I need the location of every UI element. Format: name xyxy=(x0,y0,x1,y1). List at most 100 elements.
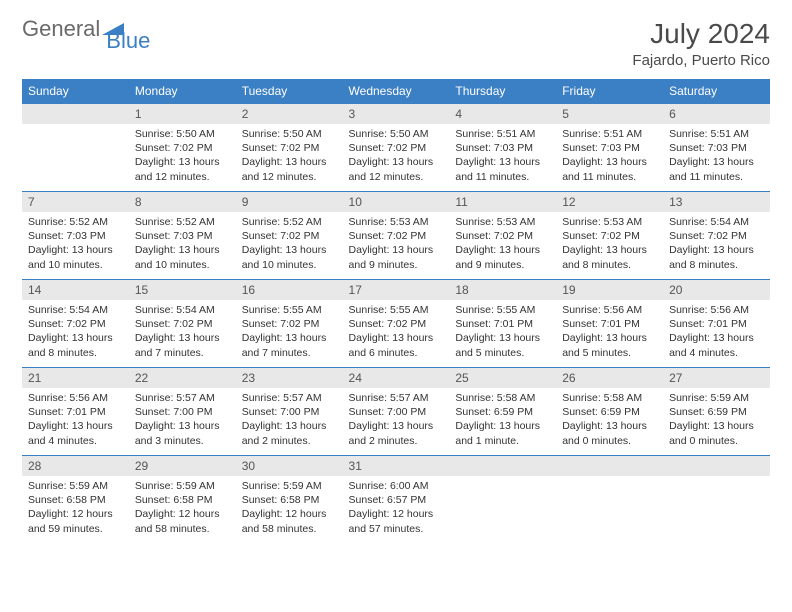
daylight: Daylight: 13 hours and 6 minutes. xyxy=(349,331,444,359)
day-body: Sunrise: 5:54 AMSunset: 7:02 PMDaylight:… xyxy=(663,212,770,278)
day-number: 22 xyxy=(129,367,236,388)
day-body: Sunrise: 5:55 AMSunset: 7:01 PMDaylight:… xyxy=(449,300,556,366)
daylight: Daylight: 13 hours and 11 minutes. xyxy=(669,155,764,183)
daylight: Daylight: 13 hours and 5 minutes. xyxy=(455,331,550,359)
sunrise: Sunrise: 5:59 AM xyxy=(242,479,337,493)
sunrise: Sunrise: 5:57 AM xyxy=(135,391,230,405)
day-body: Sunrise: 5:59 AMSunset: 6:58 PMDaylight:… xyxy=(22,476,129,542)
sunset: Sunset: 7:02 PM xyxy=(349,229,444,243)
day-number: 15 xyxy=(129,279,236,300)
calendar-cell: 23Sunrise: 5:57 AMSunset: 7:00 PMDayligh… xyxy=(236,367,343,455)
calendar-cell: 6Sunrise: 5:51 AMSunset: 7:03 PMDaylight… xyxy=(663,103,770,191)
weekday-header: Saturday xyxy=(663,79,770,103)
daylight: Daylight: 13 hours and 8 minutes. xyxy=(28,331,123,359)
daylight: Daylight: 13 hours and 1 minute. xyxy=(455,419,550,447)
day-body: Sunrise: 5:52 AMSunset: 7:02 PMDaylight:… xyxy=(236,212,343,278)
sunset: Sunset: 7:00 PM xyxy=(135,405,230,419)
sunset: Sunset: 6:58 PM xyxy=(242,493,337,507)
sunrise: Sunrise: 5:59 AM xyxy=(669,391,764,405)
sunrise: Sunrise: 5:54 AM xyxy=(135,303,230,317)
logo-text-blue: Blue xyxy=(106,30,150,52)
sunrise: Sunrise: 5:53 AM xyxy=(562,215,657,229)
day-body: Sunrise: 5:58 AMSunset: 6:59 PMDaylight:… xyxy=(449,388,556,454)
sunset: Sunset: 7:02 PM xyxy=(349,141,444,155)
day-number: 20 xyxy=(663,279,770,300)
calendar-cell: 2Sunrise: 5:50 AMSunset: 7:02 PMDaylight… xyxy=(236,103,343,191)
daylight: Daylight: 13 hours and 12 minutes. xyxy=(349,155,444,183)
day-body: Sunrise: 5:59 AMSunset: 6:58 PMDaylight:… xyxy=(236,476,343,542)
calendar-cell: 22Sunrise: 5:57 AMSunset: 7:00 PMDayligh… xyxy=(129,367,236,455)
daylight: Daylight: 13 hours and 4 minutes. xyxy=(669,331,764,359)
day-body: Sunrise: 5:50 AMSunset: 7:02 PMDaylight:… xyxy=(129,124,236,190)
daylight: Daylight: 13 hours and 9 minutes. xyxy=(455,243,550,271)
daylight: Daylight: 13 hours and 0 minutes. xyxy=(669,419,764,447)
calendar-cell: 14Sunrise: 5:54 AMSunset: 7:02 PMDayligh… xyxy=(22,279,129,367)
empty-day xyxy=(22,103,129,124)
day-number: 23 xyxy=(236,367,343,388)
day-body: Sunrise: 5:54 AMSunset: 7:02 PMDaylight:… xyxy=(22,300,129,366)
sunset: Sunset: 7:02 PM xyxy=(242,141,337,155)
day-number: 7 xyxy=(22,191,129,212)
calendar-cell: 12Sunrise: 5:53 AMSunset: 7:02 PMDayligh… xyxy=(556,191,663,279)
day-number: 30 xyxy=(236,455,343,476)
calendar-cell: 26Sunrise: 5:58 AMSunset: 6:59 PMDayligh… xyxy=(556,367,663,455)
empty-day xyxy=(449,455,556,476)
day-body: Sunrise: 5:53 AMSunset: 7:02 PMDaylight:… xyxy=(343,212,450,278)
calendar-cell: 31Sunrise: 6:00 AMSunset: 6:57 PMDayligh… xyxy=(343,455,450,543)
calendar-cell: 27Sunrise: 5:59 AMSunset: 6:59 PMDayligh… xyxy=(663,367,770,455)
day-body: Sunrise: 5:56 AMSunset: 7:01 PMDaylight:… xyxy=(22,388,129,454)
calendar-row: 28Sunrise: 5:59 AMSunset: 6:58 PMDayligh… xyxy=(22,455,770,543)
calendar-row: 7Sunrise: 5:52 AMSunset: 7:03 PMDaylight… xyxy=(22,191,770,279)
day-number: 11 xyxy=(449,191,556,212)
day-number: 12 xyxy=(556,191,663,212)
day-body: Sunrise: 5:59 AMSunset: 6:58 PMDaylight:… xyxy=(129,476,236,542)
day-number: 14 xyxy=(22,279,129,300)
daylight: Daylight: 13 hours and 11 minutes. xyxy=(562,155,657,183)
calendar-row: 1Sunrise: 5:50 AMSunset: 7:02 PMDaylight… xyxy=(22,103,770,191)
weekday-header: Tuesday xyxy=(236,79,343,103)
sunset: Sunset: 6:58 PM xyxy=(28,493,123,507)
calendar-cell: 1Sunrise: 5:50 AMSunset: 7:02 PMDaylight… xyxy=(129,103,236,191)
calendar-cell xyxy=(556,455,663,543)
daylight: Daylight: 13 hours and 2 minutes. xyxy=(242,419,337,447)
sunrise: Sunrise: 5:55 AM xyxy=(455,303,550,317)
daylight: Daylight: 13 hours and 5 minutes. xyxy=(562,331,657,359)
sunrise: Sunrise: 5:50 AM xyxy=(349,127,444,141)
calendar-row: 14Sunrise: 5:54 AMSunset: 7:02 PMDayligh… xyxy=(22,279,770,367)
sunset: Sunset: 7:03 PM xyxy=(669,141,764,155)
day-number: 25 xyxy=(449,367,556,388)
sunrise: Sunrise: 5:52 AM xyxy=(242,215,337,229)
day-body: Sunrise: 5:53 AMSunset: 7:02 PMDaylight:… xyxy=(556,212,663,278)
sunrise: Sunrise: 5:56 AM xyxy=(28,391,123,405)
sunset: Sunset: 7:02 PM xyxy=(242,317,337,331)
header: General Blue July 2024 Fajardo, Puerto R… xyxy=(22,18,770,69)
calendar-cell: 25Sunrise: 5:58 AMSunset: 6:59 PMDayligh… xyxy=(449,367,556,455)
sunset: Sunset: 7:03 PM xyxy=(562,141,657,155)
sunset: Sunset: 7:00 PM xyxy=(242,405,337,419)
sunset: Sunset: 7:01 PM xyxy=(455,317,550,331)
day-number: 31 xyxy=(343,455,450,476)
day-number: 16 xyxy=(236,279,343,300)
sunrise: Sunrise: 5:54 AM xyxy=(669,215,764,229)
page-title: July 2024 xyxy=(632,18,770,50)
day-number: 21 xyxy=(22,367,129,388)
empty-day xyxy=(663,455,770,476)
calendar-cell: 18Sunrise: 5:55 AMSunset: 7:01 PMDayligh… xyxy=(449,279,556,367)
calendar-cell: 21Sunrise: 5:56 AMSunset: 7:01 PMDayligh… xyxy=(22,367,129,455)
daylight: Daylight: 13 hours and 12 minutes. xyxy=(135,155,230,183)
daylight: Daylight: 13 hours and 0 minutes. xyxy=(562,419,657,447)
calendar-cell: 15Sunrise: 5:54 AMSunset: 7:02 PMDayligh… xyxy=(129,279,236,367)
day-body: Sunrise: 5:53 AMSunset: 7:02 PMDaylight:… xyxy=(449,212,556,278)
sunrise: Sunrise: 5:55 AM xyxy=(349,303,444,317)
weekday-header: Friday xyxy=(556,79,663,103)
sunset: Sunset: 7:01 PM xyxy=(28,405,123,419)
day-body: Sunrise: 5:59 AMSunset: 6:59 PMDaylight:… xyxy=(663,388,770,454)
weekday-header: Sunday xyxy=(22,79,129,103)
daylight: Daylight: 13 hours and 10 minutes. xyxy=(28,243,123,271)
day-number: 2 xyxy=(236,103,343,124)
day-number: 13 xyxy=(663,191,770,212)
day-number: 18 xyxy=(449,279,556,300)
calendar-cell: 11Sunrise: 5:53 AMSunset: 7:02 PMDayligh… xyxy=(449,191,556,279)
sunset: Sunset: 7:00 PM xyxy=(349,405,444,419)
day-number: 6 xyxy=(663,103,770,124)
